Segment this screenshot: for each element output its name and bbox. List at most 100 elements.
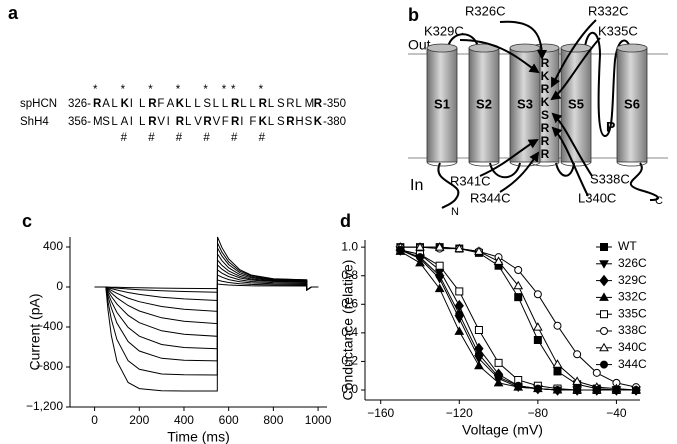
marker [434,242,445,251]
mutation-label: L340C [578,190,616,205]
residues: LV [185,116,202,128]
mutation-label: R341C [450,173,490,188]
y-tick-label: 0.2 [341,354,358,368]
marker [415,242,425,251]
residues: VF [213,116,229,128]
mutation-label: R344C [470,190,510,205]
residues: FA [157,98,174,110]
series-line [94,236,319,392]
marker [474,350,483,359]
residues: LSRLM [268,98,314,110]
marker [454,243,465,253]
panel-label: d [340,211,351,231]
helix-label: S2 [476,96,492,111]
legend-marker [600,327,608,335]
marker [415,257,425,267]
charts: −1,200 −800 −400 0 400 0 200 400 600 800 1000 Time … [22,211,647,444]
marker [533,336,542,344]
s4-residues: RKRKSRRR [541,56,550,161]
y-tick-label: −800 [36,359,63,373]
residues: AL [102,98,118,110]
sequence: RAL KIL RFA KLLSLL RLL RLSRLMR [93,98,323,110]
legend-label: 332C [618,290,647,304]
marker [514,381,523,390]
helix-bottom [509,161,541,167]
residues: R [176,116,185,128]
y-tick-label: 0.8 [341,268,358,282]
marker [553,367,562,376]
helices: S1 S2 S3 S5 S6 RKRKSRRR [426,43,648,167]
residues: R [148,116,157,128]
residues: HS [295,116,312,128]
arrow [551,112,593,177]
series-line [94,252,319,350]
y-tick-label: 0.0 [341,382,358,396]
marker [533,290,542,299]
sequence-start: 356- [68,116,91,128]
marker [474,360,484,370]
legend-label: 338C [618,323,647,337]
arrow [479,138,539,177]
x-tick-label: −120 [446,406,473,420]
marker [493,256,504,265]
residues: MSLAIL [93,116,146,128]
arrow [499,151,540,193]
marker [396,246,405,254]
out-label: Out [408,37,431,53]
legend-label: 326C [618,256,647,270]
n-terminus [437,162,460,209]
mutation-label: R326C [465,3,505,18]
marker [455,310,464,319]
y-tick-label: −400 [36,319,63,333]
y-tick-label: 1.0 [341,239,358,253]
helix-bottom [468,161,500,167]
marker [493,377,504,387]
conservation-stars: * * * * * ** * [93,84,264,96]
residues: R [203,116,212,128]
in-label: In [410,177,423,194]
marker [474,246,484,255]
legend-marker [599,292,609,301]
loop [489,162,521,179]
marker [454,326,465,335]
marker [416,253,424,262]
helix-label: S5 [568,96,584,111]
marker [514,266,523,274]
helix-bottom [560,161,592,167]
legend-marker [599,342,609,352]
y-tick-label: −1,200 [26,399,63,413]
x-tick-label: 800 [263,413,283,427]
residues: K [176,98,185,110]
marker [592,386,601,394]
arrow [551,19,597,88]
helix-top [616,43,648,53]
x-tick-label: 0 [91,413,98,427]
arrow [499,20,547,60]
c-label: C [655,195,663,207]
marker [573,350,582,359]
y-axis-label: Conductance (relative) [340,260,356,401]
c-terminus [630,162,659,201]
residues: R [314,98,323,110]
marker [553,386,562,394]
marker [434,283,445,293]
residues: R [259,98,268,110]
mutation-label: K329C [424,23,464,38]
residues: LS [268,116,285,128]
residues: LLSLL [185,98,229,110]
chart: 0.0 0.2 0.4 0.6 0.8 1.0 −160 −120 −80 −40 Voltage … [340,211,647,438]
helix-label: S6 [624,96,640,111]
helix [468,47,500,163]
panel-label: c [22,211,32,231]
helix [616,47,648,163]
marker [513,280,524,290]
identity-marks: # # # # # # [93,132,266,144]
marker [572,376,583,385]
loop [447,33,479,48]
legend-marker [599,274,609,287]
marker [455,287,464,296]
residues: R [148,98,157,110]
residues: R [231,98,240,110]
